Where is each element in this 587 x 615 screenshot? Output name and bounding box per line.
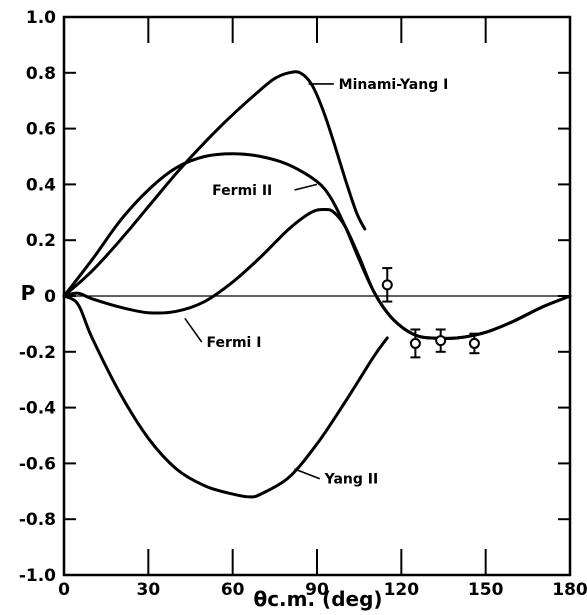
axes	[62, 15, 572, 577]
y-tick-label: 0.4	[26, 175, 56, 195]
tick-labels: 1.00.80.60.40.20-0.2-0.4-0.6-0.8-1.00 30 6…	[19, 8, 587, 600]
x-tick-label: 60	[221, 580, 245, 600]
annotation-leader-yang-ii	[294, 468, 321, 480]
y-tick-label: -0.2	[19, 343, 56, 363]
x-tick-label: 180	[552, 580, 587, 600]
annotation-label-fermi-ii: Fermi II	[212, 183, 272, 199]
y-tick-label: -1.0	[19, 566, 56, 586]
series-line-fermi-i	[62, 207, 572, 340]
annotation-label-fermi-i: Fermi I	[207, 335, 262, 351]
y-axis-title: P	[21, 281, 36, 305]
annotation-label-minami-yang-i: Minami-Yang I	[339, 77, 449, 93]
y-tick-label: -0.8	[19, 510, 56, 530]
x-tick-label: 0	[58, 580, 70, 600]
series-lines	[62, 70, 572, 499]
annotation-label-yang-ii: Yang II	[324, 472, 379, 488]
y-tick-label: -0.6	[19, 454, 56, 474]
series-line-yang-ii	[62, 294, 389, 499]
data-point	[409, 337, 421, 349]
data-points	[381, 267, 480, 359]
annotations: Minami-Yang I Fermi II Fermi I Yang II	[184, 77, 449, 488]
data-point	[435, 335, 447, 347]
x-tick-label: 150	[468, 580, 504, 600]
data-point	[468, 337, 480, 349]
x-axis-title: θc.m. (deg)	[253, 587, 382, 611]
y-tick-label: 0.2	[26, 231, 56, 251]
annotation-leader-fermi-ii	[294, 183, 318, 191]
x-tick-label: 30	[136, 580, 160, 600]
y-tick-label: 0.8	[26, 64, 56, 84]
x-tick-label: 90	[305, 580, 329, 600]
series-line-minami-yang-i	[62, 70, 367, 298]
y-tick-label: -0.4	[19, 399, 56, 419]
y-tick-label: 1.0	[26, 8, 56, 28]
x-tick-label: 120	[384, 580, 420, 600]
data-point	[381, 279, 393, 291]
y-tick-label: 0.6	[26, 120, 56, 140]
y-tick-label: 0	[44, 287, 56, 307]
annotation-leader-fermi-i	[184, 317, 203, 343]
